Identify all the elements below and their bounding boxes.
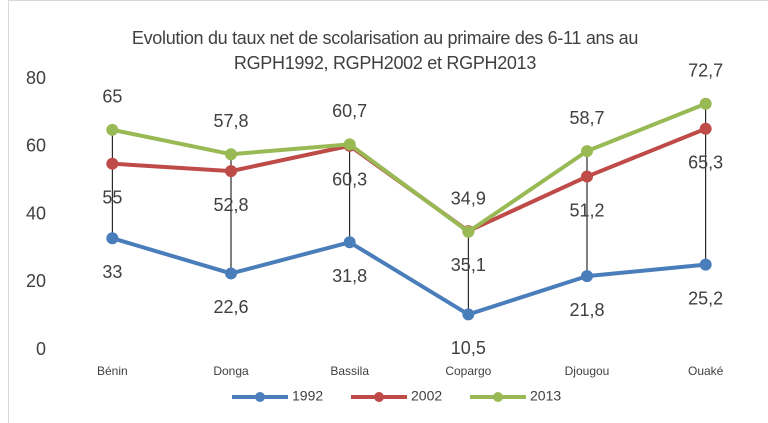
chart-title: Evolution du taux net de scolarisation a…: [131, 28, 639, 73]
data-label: 65: [102, 87, 122, 107]
x-tick-label: Copargo: [445, 364, 491, 378]
data-label: 58,7: [569, 108, 604, 128]
marker: [699, 122, 712, 135]
marker: [581, 145, 593, 158]
marker: [699, 258, 712, 271]
data-label: 60,7: [332, 101, 367, 121]
x-tick-label: Bénin: [97, 364, 128, 378]
y-tick-label: 0: [36, 339, 46, 359]
marker: [462, 308, 475, 321]
data-label: 55: [102, 187, 122, 207]
data-label: 60,3: [332, 169, 367, 189]
data-label: 57,8: [213, 111, 248, 131]
marker: [343, 138, 356, 151]
data-label: 65,3: [688, 153, 723, 173]
x-tick-label: Bassila: [330, 364, 369, 378]
chart-border: [8, 0, 768, 423]
marker: [225, 148, 237, 161]
marker: [699, 97, 712, 110]
y-tick-label: 60: [26, 136, 46, 156]
data-label: 72,7: [688, 60, 723, 80]
marker: [225, 267, 237, 280]
data-label: 35,1: [451, 255, 486, 275]
marker: [343, 236, 356, 249]
data-label: 52,8: [213, 195, 248, 215]
data-label: 33: [102, 262, 122, 282]
legend-label: 1992: [292, 388, 323, 404]
series-line: [111, 101, 707, 234]
data-label: 22,6: [213, 297, 248, 317]
marker: [106, 123, 119, 136]
data-label: 21,8: [569, 300, 604, 320]
marker: [106, 157, 119, 170]
series-line: [112, 126, 707, 234]
data-label: 34,9: [451, 189, 486, 209]
legend-marker: [255, 392, 265, 402]
data-label: 51,2: [569, 200, 604, 220]
marker: [106, 232, 119, 245]
marker: [581, 270, 593, 283]
y-tick-label: 20: [26, 271, 46, 291]
legend-label: 2002: [411, 388, 442, 404]
marker: [462, 225, 475, 238]
x-tick-label: Donga: [213, 364, 249, 378]
y-tick-label: 40: [26, 203, 46, 223]
x-tick-label: Djougou: [565, 364, 610, 378]
x-tick-label: Ouaké: [688, 364, 724, 378]
marker: [225, 165, 237, 178]
legend-marker: [374, 392, 384, 402]
data-label: 31,8: [332, 266, 367, 286]
legend-marker: [493, 392, 503, 402]
marker: [581, 170, 593, 183]
y-tick-label: 80: [26, 68, 46, 88]
data-label: 10,5: [451, 338, 486, 358]
data-label: 25,2: [688, 288, 723, 308]
legend-label: 2013: [530, 388, 561, 404]
series-line: [111, 236, 706, 317]
